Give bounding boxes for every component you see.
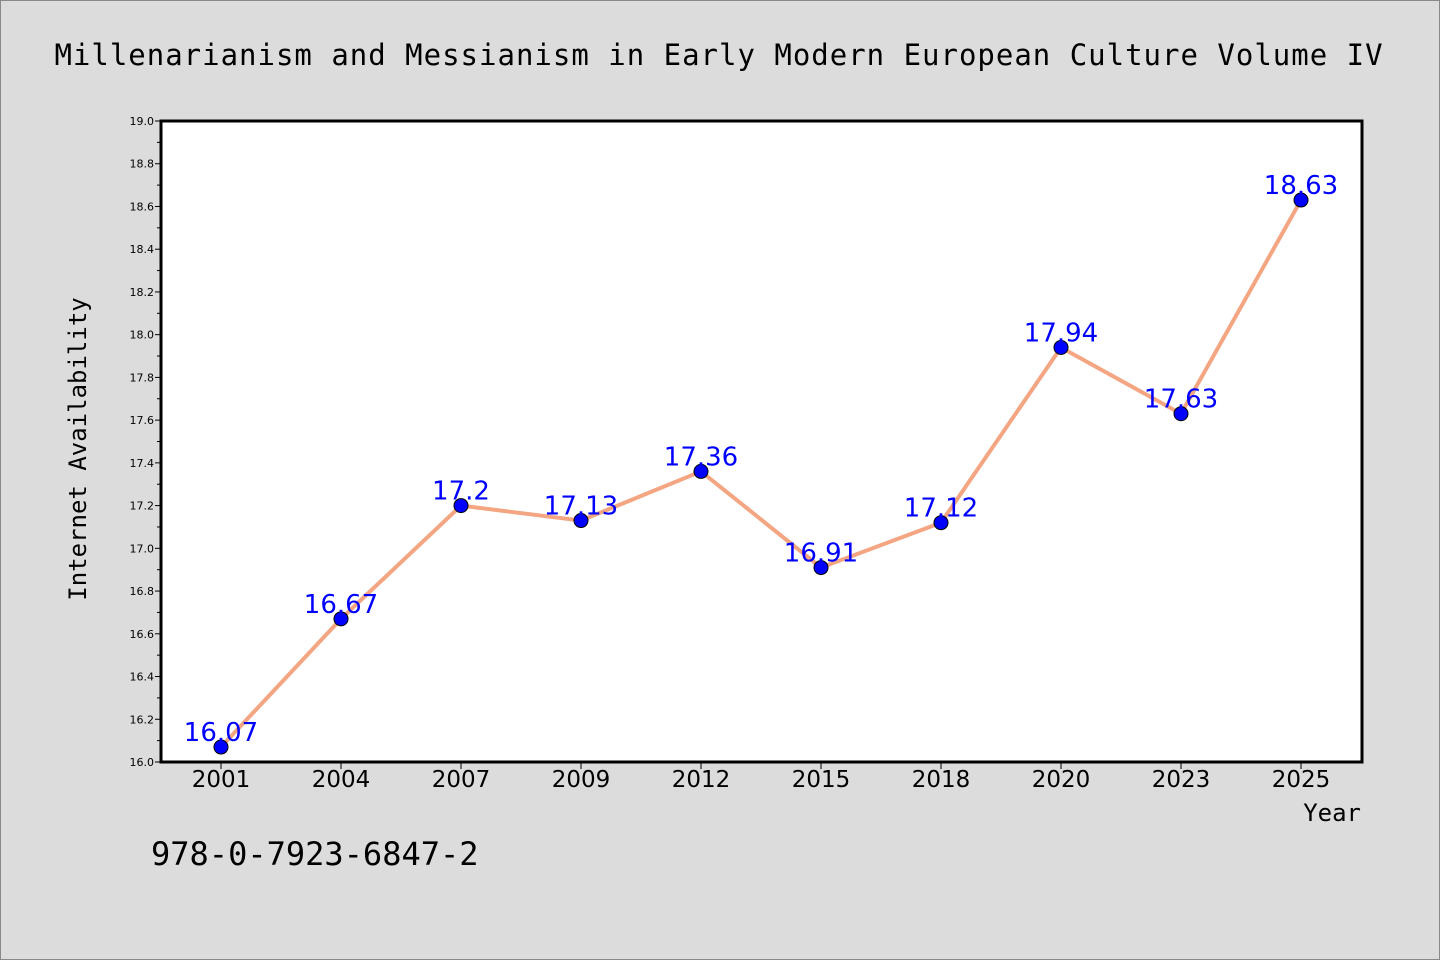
x-tick-label: 2020	[1032, 767, 1091, 793]
y-tick-label: 18.0	[130, 329, 155, 342]
data-label: 16.67	[304, 590, 378, 620]
data-labels: 16.07 16.67 17.2 17.13 17.36 16.91 17.12 17.94 1…	[184, 171, 1338, 748]
y-axis-title: Internet Availability	[64, 297, 92, 600]
data-label: 17.12	[904, 494, 978, 524]
y-tick-label: 19.0	[130, 115, 155, 128]
data-point-marker	[333, 611, 349, 627]
y-tick-label: 16.8	[130, 585, 155, 598]
y-tick-label: 17.6	[130, 414, 155, 427]
y-tick-label: 17.8	[130, 371, 155, 384]
data-point-marker	[453, 498, 469, 514]
data-label: 17.63	[1144, 385, 1218, 415]
y-tick-label: 17.2	[130, 500, 155, 513]
y-tick-label: 18.8	[130, 158, 155, 171]
x-tick-label: 2012	[672, 767, 731, 793]
data-point-marker	[213, 739, 229, 755]
x-axis-title: Year	[1303, 799, 1361, 827]
y-tick-label: 16.0	[130, 756, 155, 769]
data-point-marker	[1173, 406, 1189, 422]
series-line	[219, 199, 1303, 749]
y-tick-label: 17.0	[130, 542, 155, 555]
data-point-marker	[813, 560, 829, 576]
y-tick-label: 16.4	[130, 671, 155, 684]
chart-title: Millenarianism and Messianism in Early M…	[54, 38, 1383, 72]
y-axis: 16.0 16.2 16.4 16.6 16.8 17.0 17.2 17.4 17.6 17.8…	[130, 115, 161, 769]
x-tick-label: 2001	[192, 767, 251, 793]
y-tick-label: 16.6	[130, 628, 155, 641]
data-label: 17.36	[664, 442, 738, 472]
data-label: 17.94	[1024, 318, 1098, 348]
y-tick-label: 16.2	[130, 713, 155, 726]
data-label: 17.2	[432, 477, 490, 507]
x-tick-label: 2004	[312, 767, 371, 793]
x-axis: 2001 2004 2007 2009 2012 2015 2018 2020 2023 2025	[192, 762, 1331, 793]
x-tick-label: 2023	[1152, 767, 1211, 793]
x-tick-label: 2007	[432, 767, 491, 793]
x-tick-label: 2025	[1272, 767, 1331, 793]
data-point-marker	[693, 463, 709, 479]
data-point-marker	[573, 513, 589, 529]
x-tick-label: 2018	[912, 767, 971, 793]
isbn-text: 978-0-7923-6847-2	[151, 835, 479, 873]
y-tick-label: 17.4	[130, 457, 155, 470]
data-point-marker	[933, 515, 949, 531]
series-line-group	[219, 199, 1303, 749]
data-label: 16.91	[784, 539, 858, 569]
x-tick-label: 2009	[552, 767, 611, 793]
data-label: 16.07	[184, 718, 258, 748]
y-tick-label: 18.2	[130, 286, 155, 299]
data-point-marker	[1293, 192, 1309, 208]
plot-area	[159, 119, 1364, 764]
y-tick-label: 18.6	[130, 200, 155, 213]
data-label: 18.63	[1264, 171, 1338, 201]
data-point-marker	[1053, 339, 1069, 355]
data-label: 17.13	[544, 492, 618, 522]
y-tick-label: 18.4	[130, 243, 155, 256]
x-tick-label: 2015	[792, 767, 851, 793]
series-markers	[213, 192, 1309, 755]
